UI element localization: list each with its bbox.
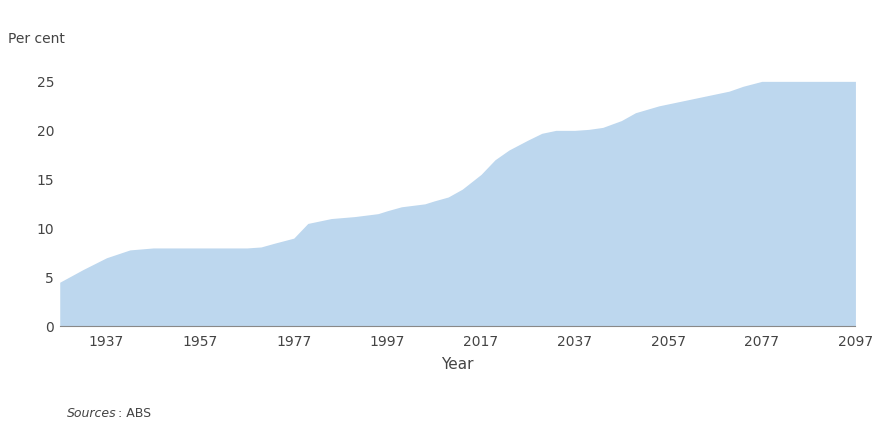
Text: Sources: Sources: [67, 407, 116, 420]
Text: : ABS: : ABS: [118, 407, 151, 420]
X-axis label: Year: Year: [441, 357, 474, 372]
Text: Per cent: Per cent: [8, 32, 65, 46]
